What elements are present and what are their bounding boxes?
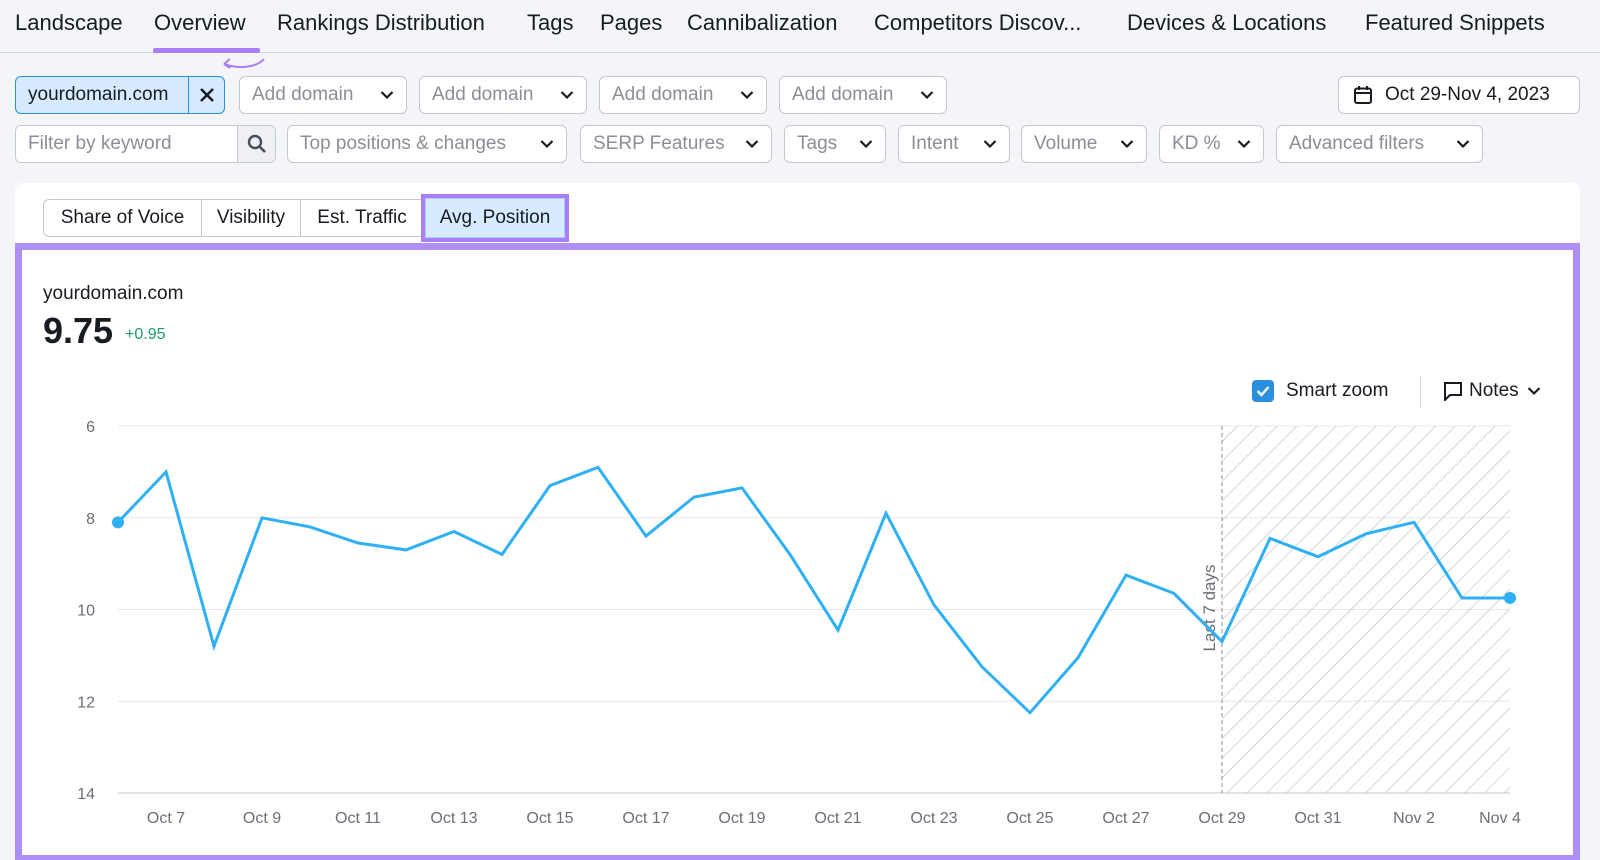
tab-share-of-voice[interactable]: Share of Voice — [43, 199, 202, 237]
add-domain-dropdown-2[interactable]: Add domain — [419, 76, 587, 114]
advanced-filters-dropdown[interactable]: Advanced filters — [1276, 125, 1483, 163]
intent-label: Intent — [911, 133, 959, 154]
serp-features-label: SERP Features — [593, 133, 725, 154]
add-domain-label: Add domain — [252, 84, 354, 105]
x-tick-label: Oct 9 — [243, 810, 281, 827]
curved-arrow-icon — [223, 58, 265, 69]
x-tick-label: Oct 13 — [430, 810, 477, 827]
summary-value: 9.75 — [43, 310, 114, 351]
chevron-down-icon — [380, 91, 394, 100]
kd-dropdown[interactable]: KD % — [1159, 125, 1264, 163]
data-point — [1504, 592, 1516, 605]
tab-overview[interactable]: Overview — [154, 10, 246, 35]
search-icon — [247, 134, 266, 153]
tags-label: Tags — [797, 133, 838, 154]
domain-chip: yourdomain.com — [15, 76, 225, 114]
tab-est-traffic[interactable]: Est. Traffic — [300, 199, 424, 237]
keyword-filter — [15, 125, 276, 163]
date-range-label: Oct 29-Nov 4, 2023 — [1385, 84, 1550, 105]
data-point — [112, 516, 124, 529]
summary-delta: +0.95 — [125, 326, 166, 343]
x-tick-label: Oct 25 — [1006, 810, 1053, 827]
summary-domain: yourdomain.com — [43, 283, 184, 304]
chevron-down-icon — [745, 140, 759, 149]
tab-featured-snippets[interactable]: Featured Snippets — [1365, 10, 1545, 35]
chevron-down-icon — [540, 140, 554, 149]
y-tick-label: 12 — [77, 694, 95, 711]
x-tick-label: Oct 11 — [335, 810, 381, 827]
intent-dropdown[interactable]: Intent — [898, 125, 1010, 163]
controls-divider — [1420, 376, 1421, 408]
volume-label: Volume — [1034, 133, 1098, 154]
tab-tags[interactable]: Tags — [527, 10, 574, 35]
add-domain-label: Add domain — [612, 84, 714, 105]
x-tick-label: Nov 4 — [1479, 810, 1521, 827]
x-tick-label: Oct 17 — [622, 810, 669, 827]
smart-zoom-checkbox[interactable] — [1252, 380, 1274, 402]
chevron-down-icon — [859, 140, 873, 149]
y-tick-label: 6 — [86, 419, 95, 436]
top-positions-label: Top positions & changes — [300, 133, 506, 154]
avg-position-series-line — [116, 465, 1510, 715]
add-domain-dropdown-3[interactable]: Add domain — [599, 76, 767, 114]
chevron-down-icon — [1456, 140, 1470, 149]
tab-devices-locations[interactable]: Devices & Locations — [1127, 10, 1327, 35]
date-range-button[interactable]: Oct 29-Nov 4, 2023 — [1338, 76, 1580, 114]
tab-landscape[interactable]: Landscape — [15, 10, 123, 35]
chevron-down-icon — [920, 91, 934, 100]
keyword-filter-input[interactable] — [16, 126, 238, 162]
x-tick-label: Oct 7 — [147, 810, 185, 827]
tab-competitors-discovery[interactable]: Competitors Discov... — [874, 10, 1082, 35]
tab-visibility[interactable]: Visibility — [201, 199, 301, 237]
tab-rankings-distribution[interactable]: Rankings Distribution — [277, 10, 485, 35]
y-tick-label: 8 — [86, 511, 95, 528]
x-tick-label: Oct 27 — [1102, 810, 1149, 827]
tab-avg-position[interactable]: Avg. Position — [421, 194, 569, 242]
notes-label: Notes — [1469, 380, 1519, 401]
active-tab-indicator — [153, 48, 260, 53]
tab-cannibalization[interactable]: Cannibalization — [687, 10, 838, 35]
top-navigation: Landscape Overview Rankings Distribution… — [0, 0, 1600, 53]
x-tick-label: Oct 23 — [910, 810, 957, 827]
chevron-down-icon — [740, 91, 754, 100]
tab-pages[interactable]: Pages — [600, 10, 663, 35]
add-domain-label: Add domain — [792, 84, 894, 105]
advanced-filters-label: Advanced filters — [1289, 133, 1425, 154]
add-domain-dropdown-4[interactable]: Add domain — [779, 76, 947, 114]
x-tick-label: Oct 21 — [814, 810, 861, 827]
x-tick-label: Oct 15 — [526, 810, 573, 827]
calendar-icon — [1354, 86, 1372, 104]
chevron-down-icon — [1527, 387, 1540, 396]
x-tick-label: Nov 2 — [1393, 810, 1435, 827]
chevron-down-icon — [1120, 140, 1134, 149]
volume-dropdown[interactable]: Volume — [1021, 125, 1147, 163]
checkmark-icon — [1256, 386, 1270, 397]
x-tick-label: Oct 19 — [718, 810, 765, 827]
top-positions-dropdown[interactable]: Top positions & changes — [287, 125, 567, 163]
notes-dropdown[interactable]: Notes — [1443, 380, 1547, 402]
add-domain-label: Add domain — [432, 84, 534, 105]
y-tick-label: 14 — [77, 786, 95, 803]
chevron-down-icon — [560, 91, 574, 100]
y-tick-label: 10 — [77, 603, 95, 620]
add-domain-dropdown-1[interactable]: Add domain — [239, 76, 407, 114]
search-button[interactable] — [237, 126, 275, 162]
remove-domain-button[interactable] — [188, 77, 224, 113]
x-tick-label: Oct 29 — [1198, 810, 1245, 827]
smart-zoom-label: Smart zoom — [1286, 380, 1389, 401]
domain-chip-label: yourdomain.com — [28, 84, 169, 105]
serp-features-dropdown[interactable]: SERP Features — [580, 125, 772, 163]
tags-dropdown[interactable]: Tags — [784, 125, 886, 163]
close-icon — [199, 88, 214, 102]
kd-label: KD % — [1172, 133, 1221, 154]
note-icon — [1444, 382, 1462, 401]
last-7-days-label: Last 7 days — [1200, 565, 1219, 652]
smart-zoom-toggle[interactable]: Smart zoom — [1252, 380, 1388, 402]
last-7-days-region — [1222, 426, 1510, 793]
x-tick-label: Oct 31 — [1294, 810, 1341, 827]
chevron-down-icon — [1237, 140, 1251, 149]
chevron-down-icon — [983, 140, 997, 149]
